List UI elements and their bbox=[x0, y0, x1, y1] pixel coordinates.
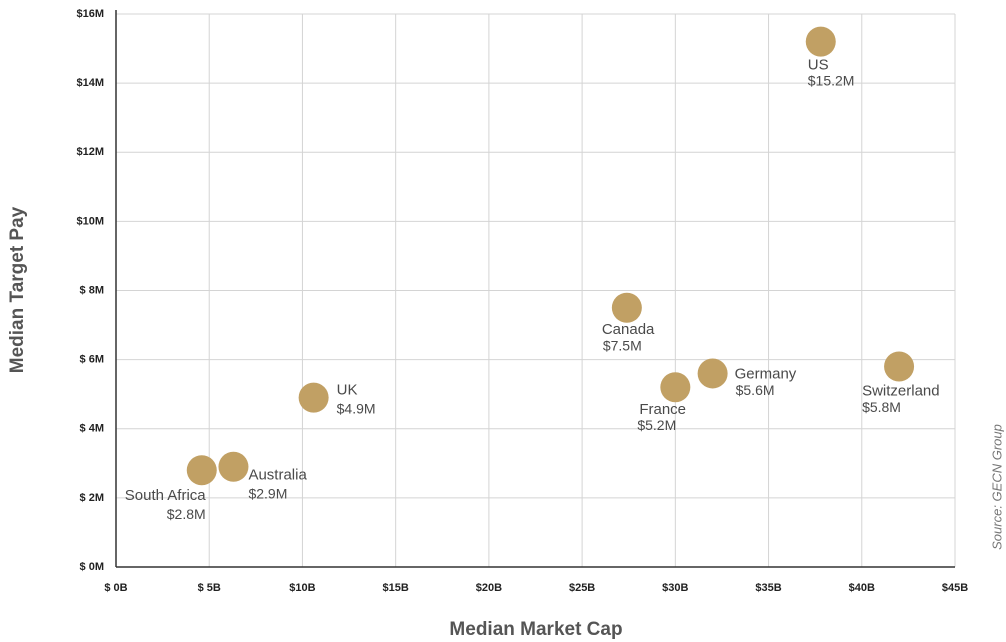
point-label: Germany bbox=[735, 365, 797, 382]
value-label: $5.6M bbox=[736, 382, 775, 398]
point-label: UK bbox=[337, 382, 358, 399]
value-label: $15.2M bbox=[808, 72, 855, 88]
value-label: $4.9M bbox=[337, 400, 376, 416]
x-tick-label: $10B bbox=[289, 582, 315, 594]
point-label: Switzerland bbox=[862, 383, 940, 400]
point bbox=[218, 451, 249, 482]
y-axis-title: Median Target Pay bbox=[7, 206, 28, 373]
x-axis-title: Median Market Cap bbox=[449, 619, 622, 640]
point bbox=[186, 455, 217, 486]
x-tick-label: $40B bbox=[849, 582, 875, 594]
point bbox=[298, 382, 329, 413]
y-tick-label: $12M bbox=[76, 146, 104, 158]
x-tick-label: $ 0B bbox=[104, 582, 127, 594]
y-tick-label: $10M bbox=[76, 215, 104, 227]
x-tick-label: $25B bbox=[569, 582, 595, 594]
point bbox=[805, 26, 836, 57]
value-label: $2.9M bbox=[248, 485, 287, 501]
y-tick-label: $16M bbox=[76, 8, 104, 20]
x-tick-label: $45B bbox=[942, 582, 968, 594]
source-note: Source: GECN Group bbox=[989, 424, 1004, 550]
point bbox=[697, 358, 728, 389]
point-label: US bbox=[808, 57, 829, 74]
value-label: $5.2M bbox=[637, 417, 676, 433]
value-label: $5.8M bbox=[862, 399, 901, 415]
value-label: $7.5M bbox=[603, 337, 642, 353]
point bbox=[884, 351, 915, 382]
value-label: $2.8M bbox=[167, 506, 206, 522]
point-label: France bbox=[639, 401, 686, 418]
point-label: Australia bbox=[248, 467, 307, 484]
point bbox=[660, 372, 691, 403]
x-tick-label: $15B bbox=[383, 582, 409, 594]
y-tick-label: $ 2M bbox=[80, 492, 104, 504]
point bbox=[611, 292, 642, 323]
x-tick-label: $30B bbox=[662, 582, 688, 594]
y-tick-label: $ 0M bbox=[80, 561, 104, 573]
y-tick-label: $ 6M bbox=[80, 354, 104, 366]
x-tick-label: $35B bbox=[755, 582, 781, 594]
x-tick-label: $20B bbox=[476, 582, 502, 594]
y-tick-label: $14M bbox=[76, 77, 104, 89]
point-label: South Africa bbox=[125, 487, 207, 504]
point-label: Canada bbox=[602, 321, 655, 338]
y-tick-label: $ 4M bbox=[80, 423, 104, 435]
y-tick-label: $ 8M bbox=[80, 284, 104, 296]
x-tick-label: $ 5B bbox=[198, 582, 221, 594]
